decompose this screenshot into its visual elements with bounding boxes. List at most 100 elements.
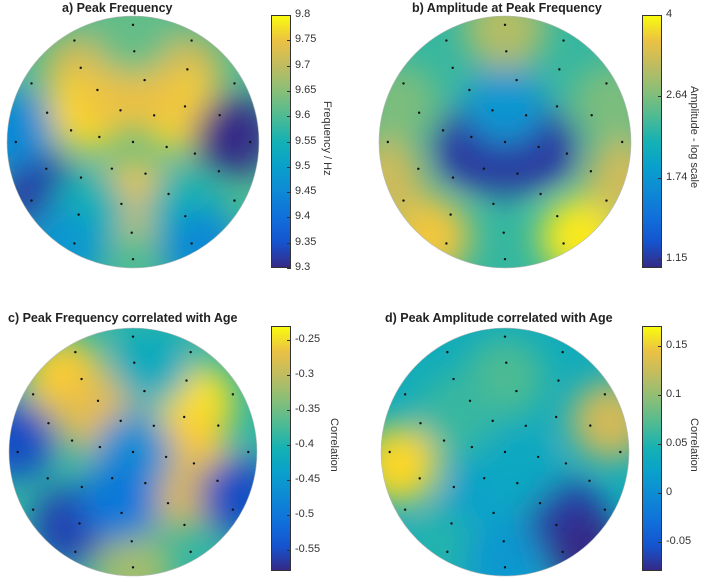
electrode-point — [562, 242, 565, 245]
electrode-point — [503, 335, 507, 338]
electrode-point — [77, 213, 80, 216]
electrode-point — [590, 113, 593, 117]
head-outline — [378, 15, 632, 269]
electrode-point — [561, 350, 564, 354]
electrode-point — [605, 82, 608, 85]
electrode-point — [468, 88, 471, 92]
colorbar-tick-label: 0.1 — [666, 387, 682, 400]
value-region — [571, 63, 631, 145]
colorbar-tick-label: 0.05 — [666, 436, 688, 449]
colorbar-tick — [287, 217, 291, 219]
electrode-point — [620, 140, 624, 144]
electrode-point — [491, 419, 494, 423]
electrode-point — [184, 214, 187, 218]
electrode-point — [119, 419, 122, 423]
electrode-point — [505, 50, 508, 53]
electrode-point — [186, 68, 189, 71]
electrode-point — [78, 522, 81, 525]
electrode-point — [218, 113, 221, 117]
colorbar-tick-label: 9.35 — [295, 235, 317, 248]
electrode-point — [131, 140, 135, 144]
colorbar-tick-label: -0.55 — [295, 543, 321, 555]
head-outline — [8, 327, 258, 577]
colorbar-tick-label: 9.4 — [295, 210, 311, 223]
electrode-point — [73, 39, 76, 42]
electrode-point — [166, 501, 170, 505]
electrode-point — [449, 213, 452, 216]
value-region — [111, 328, 192, 405]
electrode-point — [605, 199, 608, 202]
electrode-point — [403, 393, 407, 396]
electrode-point — [119, 109, 122, 112]
electrode-point — [442, 439, 446, 442]
electrode-point — [468, 399, 472, 403]
electrode-point — [233, 82, 236, 85]
electrode-point — [217, 170, 221, 173]
electrode-point — [619, 450, 622, 454]
electrode-point — [189, 350, 192, 354]
value-region — [379, 139, 426, 221]
electrode-point — [120, 202, 123, 206]
colorbar-tick — [658, 178, 662, 180]
electrode-point — [130, 231, 133, 234]
electrode-point — [589, 424, 592, 427]
electrode-point — [603, 393, 607, 396]
electrode-point — [31, 508, 35, 511]
electrode-point — [45, 167, 48, 171]
electrode-point — [402, 199, 405, 202]
electrode-point — [503, 257, 507, 261]
panel-title: d) Peak Amplitude correlated with Age — [385, 311, 613, 325]
electrode-point — [217, 424, 220, 427]
electrode-point — [31, 393, 35, 396]
colorbar-tick-label: 9.3 — [295, 261, 311, 273]
electrode-point — [524, 424, 528, 427]
value-region — [7, 89, 54, 170]
electrode-point — [131, 23, 135, 27]
value-region — [92, 16, 174, 76]
electrode-point — [16, 450, 19, 454]
colorbar-tick-label: -0.05 — [666, 534, 692, 547]
electrode-point — [143, 389, 146, 393]
value-region — [464, 63, 546, 145]
electrode-point — [565, 152, 569, 155]
electrode-point — [538, 501, 542, 505]
electrode-point — [445, 39, 448, 42]
electrode-point — [418, 477, 421, 480]
electrode-point — [216, 479, 219, 482]
value-region — [584, 139, 631, 221]
electrode-point — [470, 445, 474, 449]
electrode-point — [515, 78, 518, 82]
colorbar-tick-label: 4 — [666, 8, 673, 20]
electrode-point — [231, 508, 235, 511]
electrode-point — [505, 361, 508, 364]
value-region — [379, 63, 439, 145]
electrode-point — [185, 379, 188, 382]
electrode-point — [516, 172, 519, 175]
electrode-point — [192, 462, 196, 465]
electrode-point — [492, 511, 495, 515]
colorbar-tick — [658, 541, 662, 543]
electrode-point — [555, 523, 558, 527]
electrode-point — [557, 379, 560, 382]
colorbar-tick — [287, 116, 291, 118]
electrode-point — [561, 550, 564, 554]
value-region — [381, 424, 440, 505]
electrode-point — [589, 170, 593, 173]
colorbar — [271, 326, 291, 571]
electrode-point — [452, 377, 455, 381]
colorbar — [642, 15, 662, 268]
colorbar-tick-label: 9.65 — [295, 83, 317, 96]
electrode-point — [74, 550, 77, 554]
electrode-point — [190, 39, 193, 42]
electrode-point — [588, 479, 591, 482]
electrode-point — [537, 145, 540, 149]
colorbar-tick-label: 9.5 — [295, 159, 311, 172]
colorbar-tick — [287, 375, 291, 376]
colorbar-tick — [658, 345, 662, 347]
electrode-point — [144, 481, 147, 485]
panel-title: c) Peak Frequency correlated with Age — [8, 311, 238, 325]
electrode-point — [386, 140, 390, 144]
colorbar-tick — [658, 443, 662, 445]
